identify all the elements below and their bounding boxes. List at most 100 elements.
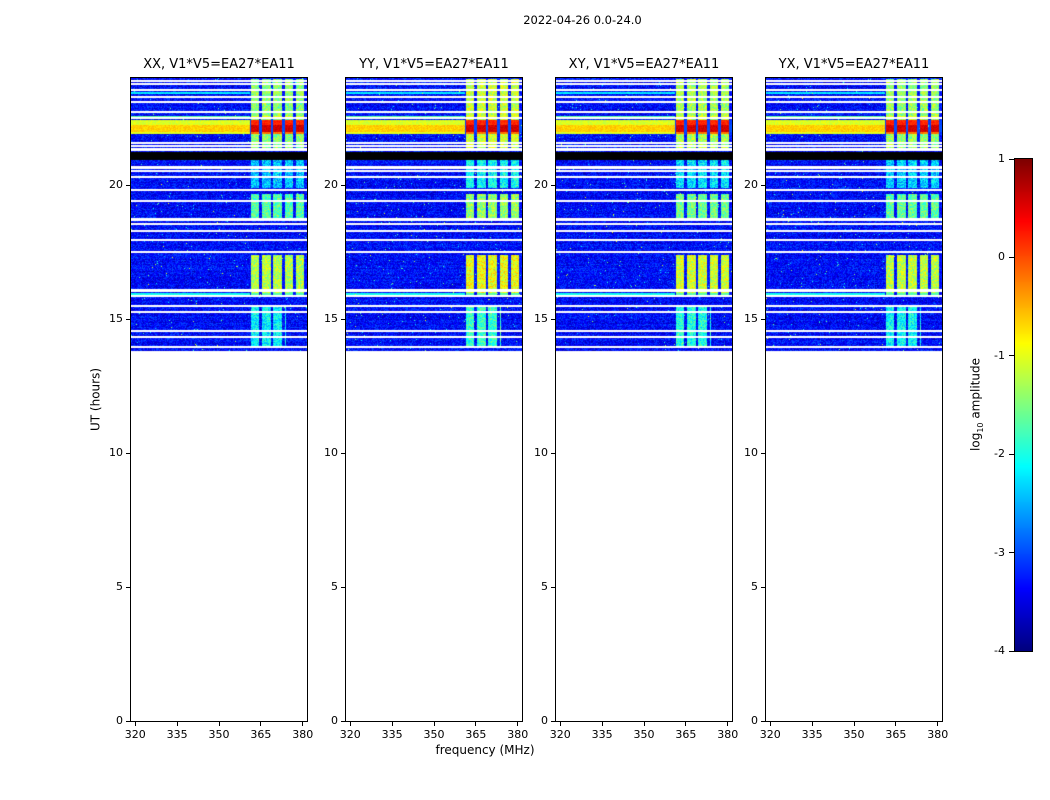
x-tick-label: 350 [843,728,865,741]
x-tick-mark [302,722,303,726]
plot-area-xx [130,77,308,722]
x-tick-label: 365 [250,728,272,741]
spectrogram-panel-xx: XX, V1*V5=EA27*EA11 0 5 10 15 20 320 335 350 36… [109,57,313,741]
y-tick-mark [551,184,555,186]
x-tick-label: 350 [423,728,445,741]
y-tick-label: 15 [534,312,548,326]
colorbar-tick-label: -1 [994,348,1005,362]
y-tick-label: 5 [541,580,548,594]
y-tick-label: 20 [109,178,123,192]
x-tick-mark [392,722,393,726]
y-tick-mark [551,318,555,320]
y-tick-mark [761,318,765,320]
spectrogram-panel-xy: XY, V1*V5=EA27*EA11 0 5 10 15 20 320 335 350 36… [534,57,738,741]
y-tick-mark [126,720,130,722]
plot-area-xy [555,77,733,722]
y-axis-ticks: 0 5 10 15 20 [515,78,555,727]
spectrogram-canvas-yy [346,78,522,721]
colorbar-tick-label: -4 [994,644,1005,657]
y-tick-label: 15 [744,312,758,326]
y-tick-mark [551,452,555,454]
x-tick-mark [685,722,686,726]
y-tick-label: 10 [324,446,338,460]
panel-title-yx: YX, V1*V5=EA27*EA11 [778,57,930,72]
y-tick-label: 15 [324,312,338,326]
x-axis-ticks: 320 335 350 365 380 [550,722,738,746]
x-tick-mark [937,722,938,726]
spectrogram-panel-yy: YY, V1*V5=EA27*EA11 0 5 10 15 20 320 335 350 36… [324,57,528,741]
x-tick-label: 380 [717,728,739,741]
spectrogram-canvas-xy [556,78,732,721]
x-tick-mark [895,722,896,726]
y-tick-mark [341,720,345,722]
spectrogram-panel-yx: YX, V1*V5=EA27*EA11 0 5 10 15 20 320 335 350 36… [744,57,948,741]
x-tick-label: 365 [675,728,697,741]
x-tick-mark [517,722,518,726]
y-tick-label: 5 [116,580,123,594]
panel-title-xy: XY, V1*V5=EA27*EA11 [568,57,720,72]
x-tick-label: 380 [507,728,529,741]
x-tick-label: 350 [208,728,230,741]
spectrogram-canvas-xx [131,78,307,721]
x-tick-label: 320 [124,728,146,741]
y-tick-mark [761,184,765,186]
colorbar-tick-label: 1 [998,152,1005,165]
y-tick-mark [551,720,555,722]
x-tick-mark [135,722,136,726]
colorbar-ticks: 1 0 -1 -2 -3 -4 [970,152,1014,657]
x-tick-mark [475,722,476,726]
y-tick-mark [126,452,130,454]
y-tick-mark [341,452,345,454]
x-tick-mark [770,722,771,726]
colorbar-gradient [1014,158,1033,652]
x-tick-label: 365 [465,728,487,741]
y-tick-mark [761,452,765,454]
colorbar-tick-mark [1009,158,1014,160]
x-tick-mark [350,722,351,726]
x-tick-label: 350 [633,728,655,741]
colorbar-canvas [1015,159,1032,651]
x-tick-label: 335 [166,728,188,741]
y-tick-label: 20 [534,178,548,192]
y-tick-mark [341,586,345,588]
x-tick-label: 320 [759,728,781,741]
x-tick-label: 335 [591,728,613,741]
y-axis-label: UT (hours) [88,367,103,432]
y-tick-label: 0 [541,714,548,727]
colorbar-tick-mark [1009,552,1014,554]
y-tick-label: 10 [744,446,758,460]
y-tick-label: 10 [109,446,123,460]
colorbar-tick-label: -3 [994,545,1005,559]
y-tick-label: 15 [109,312,123,326]
y-tick-label: 10 [534,446,548,460]
spectrogram-canvas-yx [766,78,942,721]
x-tick-mark [727,722,728,726]
colorbar-label-sub: 10 [975,422,985,433]
x-tick-mark [812,722,813,726]
colorbar-tick-label: 0 [998,250,1005,264]
y-tick-mark [341,318,345,320]
x-axis-ticks: 320 335 350 365 380 [340,722,528,746]
y-axis-ticks: 0 5 10 15 20 [90,78,130,727]
x-tick-label: 335 [381,728,403,741]
x-tick-mark [260,722,261,726]
colorbar-tick-mark [1009,355,1014,357]
colorbar-tick-mark [1009,256,1014,258]
y-tick-label: 0 [751,714,758,727]
x-tick-mark [602,722,603,726]
y-tick-label: 20 [744,178,758,192]
colorbar-label-post: amplitude [968,358,983,423]
x-axis-label: frequency (MHz) [435,743,535,757]
x-tick-mark [177,722,178,726]
x-axis-ticks: 320 335 350 365 380 [125,722,313,746]
y-tick-label: 5 [331,580,338,594]
y-tick-label: 20 [324,178,338,192]
y-tick-mark [341,184,345,186]
x-tick-mark [854,722,855,726]
x-tick-label: 365 [885,728,907,741]
x-tick-label: 320 [549,728,571,741]
x-tick-mark [434,722,435,726]
figure-title: 2022-04-26 0.0-24.0 [523,13,642,27]
x-tick-label: 380 [927,728,949,741]
